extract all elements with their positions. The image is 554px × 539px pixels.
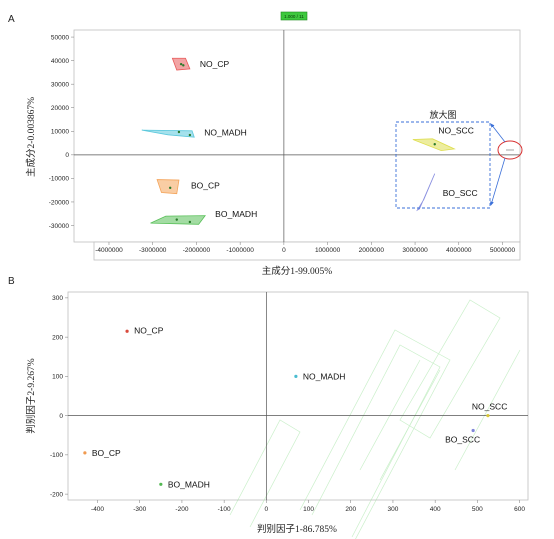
panel-a-x-axis-title: 主成分1-99.005% — [262, 265, 333, 277]
panel-a-y-axis-title: 主成分2-0.003867% — [25, 97, 37, 177]
a-xtick-label-8: 4000000 — [446, 247, 472, 254]
b-ytick-label-2: 100 — [52, 374, 63, 381]
hull-bo-cp — [156, 179, 180, 195]
b-xtick-label-1: -300 — [133, 506, 146, 513]
panel-a-plot: NO_CP NO_MADH BO_CP BO_MADH NO_SCC BO_SCC — [74, 30, 520, 242]
b-xtick-label-10: 600 — [514, 506, 525, 513]
a-xtick-label-5: 1000000 — [315, 247, 341, 254]
a-ytick-label-7: -20000 — [49, 199, 70, 206]
label-bo-madh: BO_MADH — [215, 209, 257, 219]
zoom-arrow-bottom — [490, 157, 506, 206]
hull-no-madh — [141, 129, 195, 138]
a-ytick-label-3: 20000 — [51, 105, 69, 112]
b-point-no-scc — [486, 414, 490, 418]
a-xtick-label-0: -4000000 — [95, 247, 123, 254]
b-point-bo-madh — [159, 482, 163, 486]
b-xtick-label-0: -400 — [91, 506, 104, 513]
zoom-source-circle — [497, 140, 523, 160]
b-label-no-cp: NO_CP — [134, 326, 164, 336]
panel-a-plot-frame — [73, 29, 521, 243]
b-point-bo-cp — [83, 451, 87, 455]
a-ytick-label-1: 40000 — [51, 58, 69, 65]
point-no-madh-0 — [177, 130, 181, 134]
label-no-cp: NO_CP — [200, 59, 230, 69]
b-label-no-scc: NO_SCC — [472, 402, 507, 412]
a-ytick-label-5: 0 — [65, 152, 69, 159]
a-xtick-label-4: 0 — [282, 247, 286, 254]
panel-b-y-axis-title: 判别因子2-9.267% — [25, 358, 37, 433]
b-point-bo-scc — [471, 428, 475, 433]
point-no-cp-0 — [179, 62, 183, 66]
b-label-bo-madh: BO_MADH — [168, 479, 210, 489]
panel-b-x-ticks: -400 -300 -200 -100 0 100 200 300 400 500 600 — [91, 500, 525, 513]
watermark-pattern — [229, 299, 521, 539]
b-point-no-madh — [294, 374, 298, 378]
panel-b-letter: B — [8, 276, 15, 287]
a-ytick-label-0: 50000 — [51, 34, 69, 41]
point-no-scc-0 — [433, 143, 436, 146]
panel-a-badge: 1.000 / 11 — [280, 11, 308, 21]
b-xtick-label-4: 0 — [265, 506, 269, 513]
point-no-madh-1 — [188, 133, 192, 137]
b-xtick-label-5: 100 — [303, 506, 314, 513]
a-xtick-label-7: 3000000 — [402, 247, 428, 254]
b-ytick-label-0: 300 — [52, 295, 63, 302]
zoom-arrow-top — [490, 123, 506, 143]
a-xtick-label-1: -3000000 — [139, 247, 167, 254]
a-xtick-label-3: -1000000 — [226, 247, 254, 254]
zoom-box — [395, 121, 491, 209]
a-xtick-label-9: 5000000 — [490, 247, 516, 254]
a-ytick-label-8: -30000 — [49, 223, 70, 230]
panel-a-letter: A — [8, 14, 15, 25]
b-ytick-label-5: -200 — [50, 491, 63, 498]
hull-bo-scc — [416, 173, 436, 212]
b-point-no-cp — [125, 329, 129, 333]
label-no-madh: NO_MADH — [204, 128, 247, 138]
point-bo-madh-1 — [188, 220, 192, 224]
label-bo-cp: BO_CP — [191, 181, 220, 191]
svg-text:1.000 / 11: 1.000 / 11 — [284, 14, 304, 19]
a-ytick-label-2: 30000 — [51, 81, 69, 88]
a-ytick-label-4: 10000 — [51, 129, 69, 136]
b-xtick-label-2: -200 — [175, 506, 188, 513]
a-xtick-label-2: -2000000 — [183, 247, 211, 254]
a-xtick-label-6: 2000000 — [359, 247, 385, 254]
panel-b-x-axis-title: 判别因子1-86.785% — [257, 523, 337, 535]
b-xtick-label-6: 200 — [345, 506, 356, 513]
a-ytick-label-6: -10000 — [49, 176, 70, 183]
panel-b-plot-frame — [67, 291, 529, 501]
b-ytick-label-3: 0 — [59, 413, 63, 420]
b-label-no-madh: NO_MADH — [303, 371, 346, 381]
panel-b-plot: NO_CP NO_MADH BO_CP BO_MADH NO_SCC BO_SCC — [68, 292, 528, 500]
point-no-cp-1 — [182, 64, 185, 67]
point-bo-cp-0 — [168, 186, 172, 190]
panel-a-y-ticks: 50000 40000 30000 20000 10000 0 -10000 -20000 -3… — [49, 34, 74, 230]
b-label-bo-scc: BO_SCC — [445, 435, 480, 445]
b-xtick-label-8: 400 — [430, 506, 441, 513]
b-ytick-label-4: -100 — [50, 452, 63, 459]
point-bo-madh-0 — [175, 218, 178, 221]
b-xtick-label-7: 300 — [388, 506, 399, 513]
b-xtick-label-3: -100 — [218, 506, 231, 513]
b-xtick-label-9: 500 — [472, 506, 483, 513]
b-ytick-label-1: 200 — [52, 334, 63, 341]
b-label-bo-cp: BO_CP — [92, 448, 121, 458]
zoom-label: 放大图 — [429, 109, 456, 120]
panel-a-x-tick-strip — [93, 241, 521, 261]
panel-b-y-ticks: 300 200 100 0 -100 -200 — [50, 295, 68, 498]
label-no-scc: NO_SCC — [438, 126, 473, 136]
panel-a-x-ticks: -4000000 -3000000 -2000000 -1000000 0 1000000… — [95, 242, 516, 254]
label-bo-scc: BO_SCC — [443, 188, 478, 198]
